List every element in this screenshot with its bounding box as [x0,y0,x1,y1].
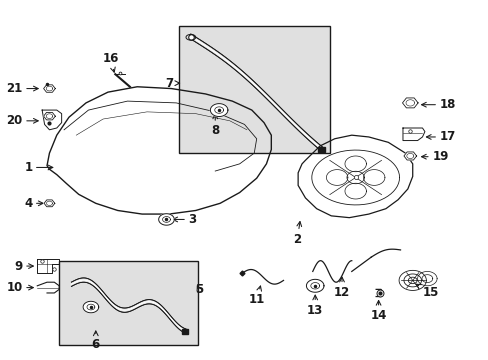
Polygon shape [210,104,227,117]
Text: 1: 1 [24,161,53,174]
Text: 12: 12 [333,277,349,299]
Polygon shape [159,214,174,225]
Text: 20: 20 [6,114,38,127]
Polygon shape [43,112,55,120]
Text: 2: 2 [293,221,301,246]
Polygon shape [44,200,55,207]
Text: 3: 3 [172,213,196,226]
Polygon shape [403,152,416,160]
Polygon shape [402,98,417,108]
Text: 6: 6 [91,331,100,351]
Polygon shape [83,301,99,313]
Text: 15: 15 [415,284,438,300]
Text: 16: 16 [102,52,119,72]
Bar [59,261,198,345]
Polygon shape [306,279,324,292]
Text: 10: 10 [6,281,33,294]
Polygon shape [402,128,424,140]
Bar [178,26,329,153]
Text: 14: 14 [369,301,386,322]
Text: 18: 18 [421,98,455,111]
Text: 19: 19 [421,150,447,163]
Text: 21: 21 [6,82,38,95]
Text: 13: 13 [306,295,323,317]
Text: 11: 11 [248,286,264,306]
Text: 5: 5 [194,283,203,296]
Text: 9: 9 [14,260,33,273]
Text: 7: 7 [165,77,179,90]
Polygon shape [182,329,187,334]
Polygon shape [317,147,325,152]
Text: 8: 8 [211,114,219,138]
Text: 17: 17 [426,130,455,144]
Text: 4: 4 [24,197,43,210]
Polygon shape [43,85,55,92]
